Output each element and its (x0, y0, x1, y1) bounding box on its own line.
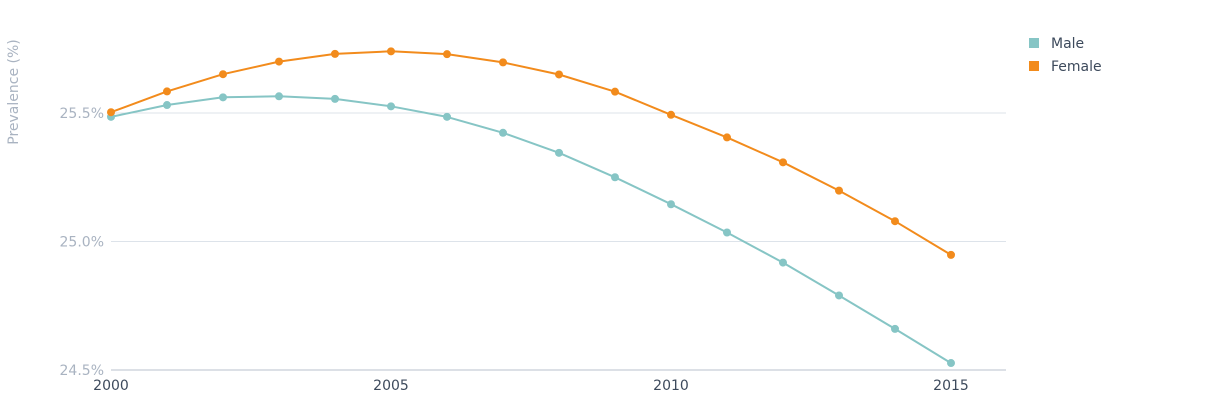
y-tick-label: 25.0% (60, 235, 104, 251)
data-point-female[interactable] (331, 49, 339, 58)
data-point-male[interactable] (891, 324, 899, 333)
data-point-female[interactable] (667, 110, 675, 119)
data-point-female[interactable] (219, 70, 227, 79)
data-point-male[interactable] (387, 102, 395, 111)
data-point-male[interactable] (555, 148, 563, 157)
data-point-female[interactable] (891, 217, 899, 226)
x-tick-label: 2005 (373, 378, 409, 394)
data-point-female[interactable] (947, 250, 955, 259)
x-tick-label: 2015 (933, 378, 969, 394)
data-point-female[interactable] (835, 186, 843, 195)
data-point-male[interactable] (219, 93, 227, 102)
gridlines (111, 112, 1006, 371)
x-tick-label: 2000 (93, 378, 129, 394)
x-tick-label: 2010 (653, 378, 689, 394)
series-line-female (110, 50, 952, 256)
data-point-female[interactable] (555, 70, 563, 79)
data-point-female[interactable] (611, 87, 619, 96)
data-point-female[interactable] (163, 87, 171, 96)
legend-label: Female (1051, 59, 1102, 75)
legend-label: Male (1051, 36, 1084, 52)
data-point-male[interactable] (331, 94, 339, 103)
data-point-female[interactable] (387, 47, 395, 56)
series-female (107, 47, 955, 259)
y-axis-ticks: 24.5% 25.0% 25.5% (60, 106, 104, 379)
data-point-male[interactable] (667, 200, 675, 209)
data-point-male[interactable] (499, 128, 507, 137)
legend-swatch (1029, 61, 1039, 71)
data-point-female[interactable] (779, 158, 787, 167)
series-lines (107, 47, 955, 368)
data-point-female[interactable] (107, 108, 115, 117)
y-axis-label: Prevalence (%) (6, 39, 22, 145)
data-point-female[interactable] (499, 58, 507, 67)
legend-item-male[interactable]: Male (1029, 36, 1084, 52)
legend-item-female[interactable]: Female (1029, 59, 1102, 75)
y-tick-label: 24.5% (60, 363, 104, 379)
data-point-male[interactable] (947, 359, 955, 368)
series-line-male (110, 95, 952, 365)
series-male (107, 92, 955, 368)
y-tick-label: 25.5% (60, 106, 104, 122)
data-point-male[interactable] (443, 112, 451, 121)
legend-swatch (1029, 38, 1039, 48)
data-point-male[interactable] (611, 173, 619, 182)
x-axis-ticks: 2000 2005 2010 2015 (93, 378, 969, 394)
data-point-male[interactable] (835, 291, 843, 300)
data-point-female[interactable] (723, 133, 731, 142)
data-point-male[interactable] (275, 92, 283, 101)
data-point-male[interactable] (779, 258, 787, 267)
legend[interactable]: Male Female (1029, 36, 1102, 75)
data-point-female[interactable] (443, 50, 451, 59)
data-point-male[interactable] (723, 228, 731, 237)
data-point-female[interactable] (275, 57, 283, 66)
data-point-male[interactable] (163, 101, 171, 110)
